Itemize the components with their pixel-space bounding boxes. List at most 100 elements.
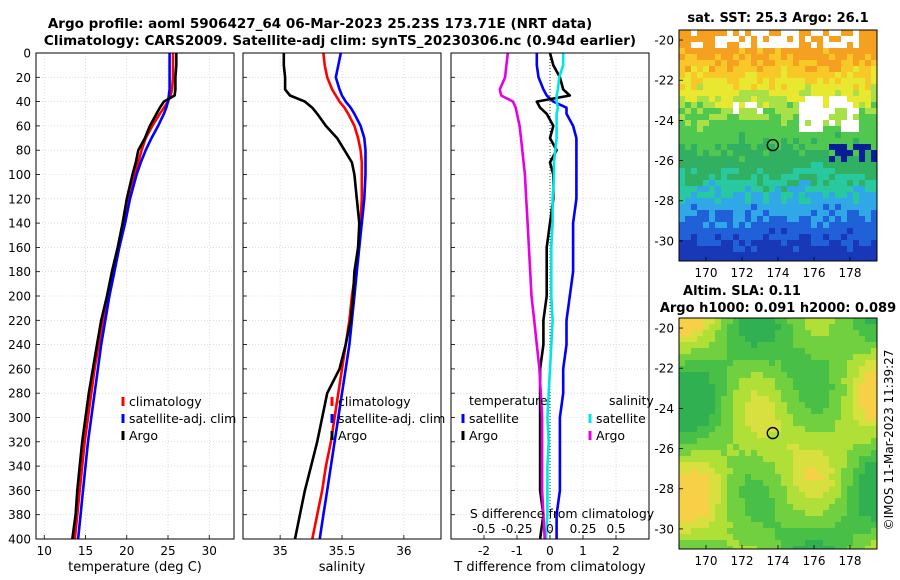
sst-cell — [787, 138, 794, 145]
sst-cell — [805, 126, 812, 133]
sst-cell — [745, 48, 752, 55]
sla-cell — [715, 324, 722, 331]
sst-ytick-label: -22 — [654, 74, 674, 88]
sst-cell — [793, 228, 800, 235]
sla-cell — [703, 324, 710, 331]
sla-cell — [811, 516, 818, 523]
sst-cell — [745, 252, 752, 259]
sst-cell — [757, 66, 764, 73]
sst-cell — [835, 138, 842, 145]
sst-cell — [787, 180, 794, 187]
sst-cell — [787, 72, 794, 79]
sla-cell — [841, 450, 848, 457]
sst-cell — [751, 204, 758, 211]
sla-cell — [703, 366, 710, 373]
sla-cell — [823, 432, 830, 439]
sla-cell — [853, 546, 860, 549]
sst-cell — [745, 30, 752, 37]
sst-cell — [697, 180, 704, 187]
sst-cell — [835, 252, 842, 259]
sst-cell — [739, 90, 746, 97]
sla-cell — [787, 420, 794, 427]
sla-cell — [811, 504, 818, 511]
sst-cell — [727, 138, 734, 145]
sla-cell — [757, 546, 764, 549]
sst-cell — [745, 102, 752, 109]
sst-cell — [697, 120, 704, 127]
sla-cell — [697, 492, 704, 499]
sst-cell — [763, 198, 770, 205]
sla-cell — [733, 354, 740, 361]
sst-cell — [679, 84, 686, 91]
sst-cell — [847, 108, 854, 115]
sla-cell — [721, 342, 728, 349]
sst-cell — [787, 78, 794, 85]
sst-cell — [739, 120, 746, 127]
sla-cell — [697, 528, 704, 535]
sla-cell — [847, 522, 854, 529]
sla-cell — [799, 372, 806, 379]
diff-t-legend-label: Argo — [469, 428, 498, 443]
sla-cell — [757, 378, 764, 385]
sst-cell — [781, 228, 788, 235]
sst-cell — [679, 54, 686, 61]
sla-cell — [847, 324, 854, 331]
sst-cell — [865, 90, 872, 97]
sla-cell — [829, 444, 836, 451]
sla-cell — [781, 432, 788, 439]
sla-cell — [769, 432, 776, 439]
sst-xtick-label: 178 — [839, 266, 862, 280]
sla-cell — [703, 444, 710, 451]
sst-cell — [859, 138, 866, 145]
sla-cell — [709, 426, 716, 433]
sla-cell — [793, 480, 800, 487]
sst-cell — [865, 240, 872, 247]
sst-cell — [823, 222, 830, 229]
sst-cell — [781, 150, 788, 157]
sst-cell — [871, 258, 877, 261]
sla-cell — [721, 384, 728, 391]
sst-cell — [745, 150, 752, 157]
sst-cell — [745, 72, 752, 79]
sla-cell — [745, 492, 752, 499]
sla-cell — [865, 534, 872, 541]
sla-cell — [775, 450, 782, 457]
sst-cell — [835, 132, 842, 139]
sla-cell — [835, 348, 842, 355]
sst-cell — [679, 258, 686, 261]
sla-cell — [763, 468, 770, 475]
sla-cell — [679, 546, 686, 549]
sla-cell — [775, 402, 782, 409]
sla-cell — [793, 420, 800, 427]
sla-cell — [817, 360, 824, 367]
sst-cell — [829, 114, 836, 121]
sla-cell — [715, 504, 722, 511]
sst-cell — [841, 102, 848, 109]
sst-cell — [697, 126, 704, 133]
sst-cell — [805, 174, 812, 181]
sst-cell — [799, 204, 806, 211]
sla-cell — [685, 336, 692, 343]
sst-cell — [781, 48, 788, 55]
sst-cell — [715, 144, 722, 151]
sst-cell — [709, 96, 716, 103]
sst-cell — [865, 96, 872, 103]
sla-cell — [781, 384, 788, 391]
sst-cell — [769, 30, 776, 37]
sla-cell — [835, 378, 842, 385]
sla-cell — [799, 336, 806, 343]
sst-cell — [859, 66, 866, 73]
sst-cell — [829, 72, 836, 79]
sla-cell — [817, 534, 824, 541]
sst-cell — [793, 30, 800, 37]
sst-cell — [829, 252, 836, 259]
sst-cell — [859, 168, 866, 175]
sst-cell — [679, 96, 686, 103]
sla-cell — [757, 516, 764, 523]
sst-cell — [769, 246, 776, 253]
sst-cell — [763, 48, 770, 55]
sst-cell — [775, 168, 782, 175]
sst-cell — [853, 72, 860, 79]
diff-xtick-label: -2 — [478, 544, 490, 558]
sal-xtick-label: 35.5 — [329, 544, 356, 558]
